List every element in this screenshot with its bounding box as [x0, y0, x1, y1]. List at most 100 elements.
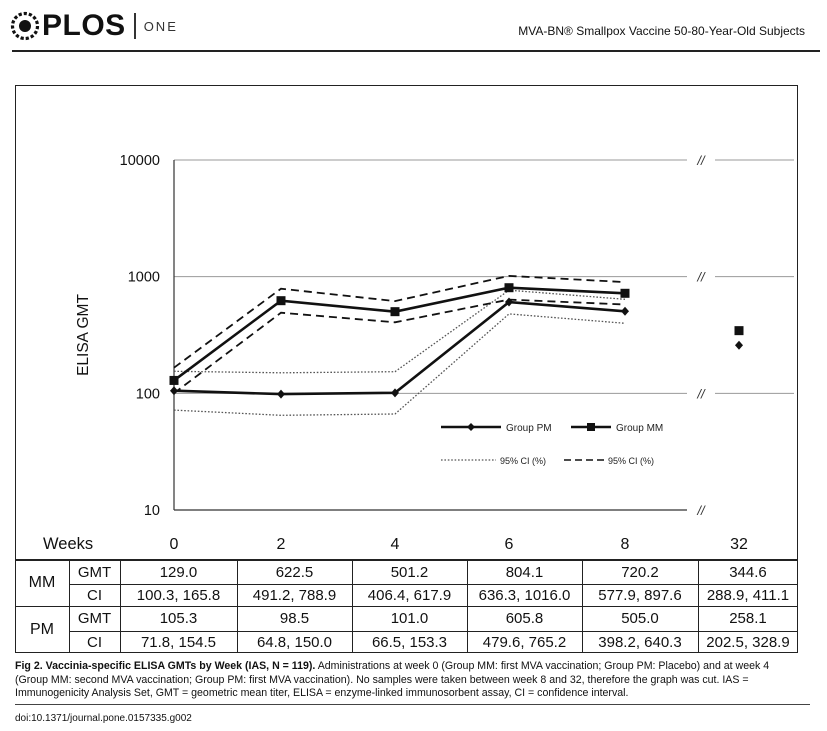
table-cell: 71.8, 154.5: [140, 633, 217, 651]
table-cell: 622.5: [275, 563, 314, 581]
header-rule: [12, 50, 820, 52]
table-divider: [352, 560, 353, 653]
legend-label-ci-mm: 95% CI (%): [608, 456, 654, 466]
marker-diamond: [170, 386, 178, 396]
marker-square: [620, 288, 630, 298]
ci-lines: [173, 274, 626, 416]
marker-square: [734, 326, 744, 336]
table-cell: 66.5, 153.3: [371, 633, 448, 651]
x-axis-label: Weeks: [43, 535, 93, 553]
table-metric-label: CI: [87, 586, 102, 604]
marker-diamond: [277, 389, 285, 399]
x-tick-label: 4: [391, 536, 400, 553]
table-divider: [120, 560, 121, 653]
marker-diamond: [621, 306, 629, 316]
data-table: MM GMT 129.0 622.5 501.2 804.1 720.2 344.6 CI 100…: [15, 560, 798, 653]
table-rule: [15, 606, 798, 607]
series-line-group-mm: [173, 286, 626, 382]
table-cell: 398.2, 640.3: [598, 633, 682, 651]
table-rule: [15, 652, 798, 653]
x-tick-label: 0: [170, 536, 179, 553]
marker-diamond: [735, 340, 743, 350]
table-cell: 64.8, 150.0: [256, 633, 333, 651]
table-divider: [69, 560, 70, 653]
plos-logo-icon: [10, 11, 40, 41]
table-cell: 720.2: [621, 563, 659, 581]
ci-upper-mm: [173, 274, 626, 369]
table-cell: 406.4, 617.9: [367, 586, 452, 604]
ci-lower-pm: [173, 313, 626, 416]
table-divider: [15, 560, 16, 653]
marker-square: [169, 375, 179, 385]
doi: doi:10.1371/journal.pone.0157335.g002: [15, 713, 192, 724]
table-cell: 344.6: [729, 563, 767, 581]
caption-rule: [15, 704, 810, 705]
table-group-label: PM: [30, 620, 54, 638]
legend-label-pm: Group PM: [506, 423, 552, 434]
legend-marker-diamond: [467, 423, 475, 431]
caption-text: Administrations at week 0 (Group MM: fir…: [15, 660, 770, 699]
table-cell: 501.2: [390, 563, 429, 581]
running-title: MVA-BN® Smallpox Vaccine 50-80-Year-Old …: [518, 24, 805, 38]
table-cell: 636.3, 1016.0: [478, 586, 571, 604]
table-rule: [69, 584, 798, 585]
figure-caption: Fig 2. Vaccinia-specific ELISA GMTs by W…: [15, 660, 805, 701]
table-metric-label: CI: [87, 633, 102, 651]
x-tick-label: 2: [277, 536, 286, 553]
table-rule: [69, 631, 798, 632]
table-metric-label: GMT: [77, 563, 112, 581]
table-cell: 202.5, 328.9: [706, 633, 790, 651]
data-markers: [169, 283, 744, 399]
journal-name: ONE: [143, 18, 178, 34]
table-cell: 804.1: [505, 563, 544, 581]
series-lines: [173, 286, 626, 396]
marker-square: [504, 283, 514, 293]
marker-diamond: [391, 388, 399, 398]
table-group-label: MM: [28, 574, 56, 591]
page-header: PLOS ONE MVA-BN® Smallpox Vaccine 50-80-…: [0, 0, 827, 52]
table-cell: 479.6, 765.2: [482, 633, 567, 651]
marker-square: [390, 307, 400, 317]
caption-label: Fig 2. Vaccinia-specific ELISA GMTs by W…: [15, 660, 316, 672]
x-tick-label: 6: [505, 536, 514, 553]
legend-marker-square: [587, 423, 595, 431]
table-divider: [582, 560, 583, 653]
logo-text: PLOS: [42, 9, 126, 42]
table-cell: 98.5: [279, 610, 310, 627]
y-axis-label: ELISA GMT: [75, 294, 92, 376]
axes: 10 // 100 // 1000 // 10000 // ELISA GMT Weeks 0 2 4 6…: [43, 153, 748, 553]
y-tick-label: 1000: [128, 270, 160, 286]
table-cell: 577.9, 897.6: [598, 586, 682, 604]
legend-label-ci-pm: 95% CI (%): [500, 456, 546, 466]
table-cell: 129.0: [159, 563, 198, 581]
table-metric-label: GMT: [77, 610, 112, 627]
table-cell: 605.8: [505, 610, 544, 627]
axis-break-mark: //: [696, 386, 706, 401]
x-tick-label: 32: [730, 536, 748, 553]
table-cell: 491.2, 788.9: [252, 586, 337, 604]
x-tick-label: 8: [621, 536, 630, 553]
table-rule: [15, 560, 798, 561]
y-tick-label: 100: [136, 386, 160, 402]
table-divider: [797, 560, 798, 653]
table-cell: 105.3: [159, 610, 198, 627]
plos-logo: PLOS ONE: [10, 8, 178, 44]
ci-upper-pm: [173, 289, 626, 374]
table-cell: 100.3, 165.8: [136, 586, 221, 604]
ci-lower-mm: [173, 298, 626, 394]
y-tick-label: 10000: [120, 153, 160, 169]
logo-separator: [133, 13, 136, 39]
table-cell: 101.0: [390, 610, 429, 627]
table-cell: 288.9, 411.1: [706, 586, 790, 604]
y-tick-label: 10: [144, 503, 160, 519]
table-cell: 258.1: [729, 610, 767, 627]
legend: Group PM Group MM 95% CI (%) 95% CI (%): [441, 423, 663, 466]
table-cell: 505.0: [621, 610, 659, 627]
axis-break-mark: //: [696, 503, 706, 518]
marker-square: [276, 296, 286, 306]
axis-break-mark: //: [696, 270, 706, 285]
elisa-chart: 10 // 100 // 1000 // 10000 // ELISA GMT Weeks 0 2 4 6…: [43, 153, 794, 553]
marker-diamond: [505, 297, 513, 307]
table-divider: [467, 560, 468, 653]
legend-label-mm: Group MM: [616, 423, 663, 434]
